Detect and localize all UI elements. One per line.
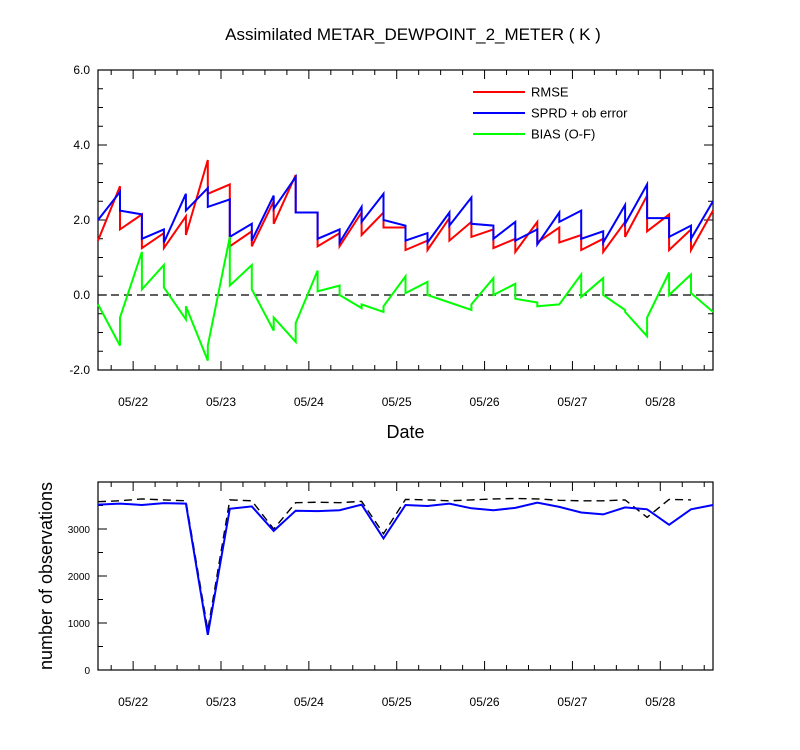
chart1-series-bias-o-f <box>97 236 714 361</box>
chart1-x-tick-label: 05/23 <box>206 395 236 409</box>
chart1-x-tick-label: 05/26 <box>470 395 500 409</box>
chart2-x-tick-label: 05/27 <box>557 695 587 709</box>
legend-label-2: SPRD + ob error <box>531 106 628 121</box>
chart2-y-axis-title: number of observations <box>36 482 56 670</box>
chart1-y-tick-label: 4.0 <box>73 138 90 152</box>
legend-label-3: BIAS (O-F) <box>531 127 595 142</box>
chart2-x-tick-label: 05/22 <box>118 695 148 709</box>
chart2-y-tick-label: 2000 <box>68 572 91 583</box>
chart1-x-tick-label: 05/27 <box>557 395 587 409</box>
chart2-x-tick-label: 05/26 <box>470 695 500 709</box>
chart1-y-tick-label: 0.0 <box>73 288 90 302</box>
chart2-series-possible-observations <box>97 497 692 631</box>
chart2-y-tick-label: 3000 <box>68 525 91 536</box>
chart2-x-tick-label: 05/24 <box>294 695 324 709</box>
legend-label-1: RMSE <box>531 85 569 100</box>
chart2-y-tick-label: 1000 <box>68 619 91 630</box>
chart1-x-axis-title: Date <box>386 422 424 442</box>
chart-title: Assimilated METAR_DEWPOINT_2_METER ( K ) <box>225 25 601 44</box>
chart1-y-tick-label: 6.0 <box>73 63 90 77</box>
chart1-x-tick-label: 05/25 <box>382 395 412 409</box>
chart2-frame <box>97 481 714 671</box>
chart1-series-sprd-ob-error <box>97 173 714 248</box>
chart2-x-tick-label: 05/28 <box>645 695 675 709</box>
chart2-y-tick-label: 0 <box>84 666 90 677</box>
chart2-series-assimilated-observations <box>97 501 714 635</box>
chart2-x-tick-label: 05/25 <box>382 695 412 709</box>
chart1-x-tick-label: 05/28 <box>645 395 675 409</box>
chart1-x-tick-label: 05/24 <box>294 395 324 409</box>
chart2-x-tick-label: 05/23 <box>206 695 236 709</box>
chart1-y-tick-label: -2.0 <box>69 363 90 377</box>
chart1-y-tick-label: 2.0 <box>73 213 90 227</box>
chart1-x-tick-label: 05/22 <box>118 395 148 409</box>
